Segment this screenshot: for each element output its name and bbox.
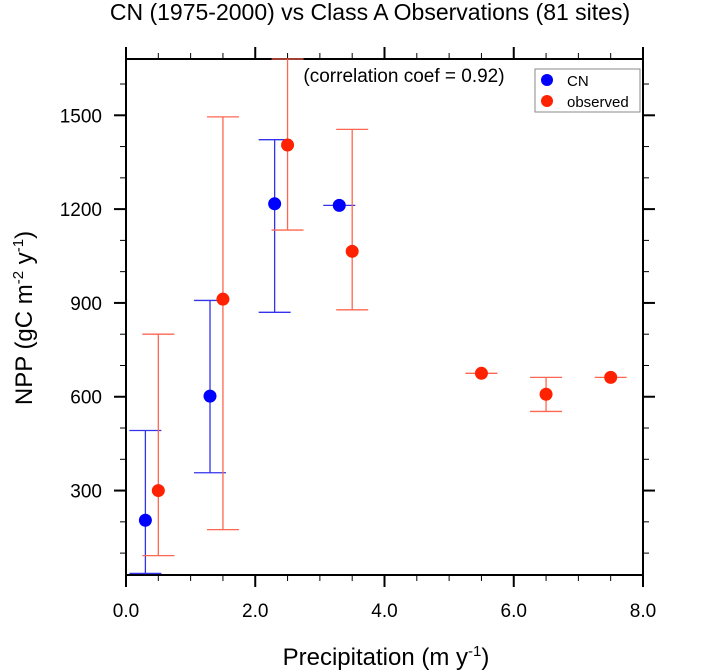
legend-marker-cn: [541, 74, 553, 86]
y-tick-label: 1200: [60, 200, 102, 221]
x-axis-label-sup: -1: [468, 643, 481, 660]
marker: [474, 366, 488, 380]
y-tick-label: 1500: [60, 106, 102, 127]
x-tick-label: 2.0: [242, 601, 268, 622]
plot-frame: [125, 58, 644, 576]
data-point-observed: [142, 333, 175, 557]
marker: [539, 387, 553, 401]
legend-marker-observed: [541, 95, 553, 107]
marker: [281, 138, 295, 152]
data-point-cn: [258, 139, 291, 313]
marker: [216, 292, 230, 306]
legend-label-observed: observed: [567, 94, 629, 111]
y-tick-label: 900: [70, 294, 102, 315]
correlation-annotation: (correlation coef = 0.92): [303, 66, 504, 87]
marker: [151, 484, 165, 498]
plot-marks: [129, 58, 627, 575]
marker: [332, 198, 346, 212]
data-point-observed: [465, 366, 498, 380]
marker: [345, 244, 359, 258]
marker: [138, 513, 152, 527]
data-point-observed: [530, 376, 563, 413]
data-point-cn: [323, 198, 356, 212]
marker: [604, 370, 618, 384]
x-tick-label: 6.0: [501, 601, 527, 622]
y-tick-label: 600: [70, 388, 102, 409]
legend-label-cn: CN: [567, 73, 589, 90]
chart-title: CN (1975-2000) vs Class A Observations (…: [110, 0, 630, 25]
marker: [268, 197, 282, 211]
x-axis-label-end: ): [481, 644, 489, 671]
y-axis-label-sup2: -1: [10, 239, 27, 252]
data-point-cn: [194, 299, 227, 474]
data-point-observed: [271, 58, 304, 231]
y-axis-label-end: ): [11, 231, 38, 239]
data-point-observed: [336, 128, 369, 311]
legend-box: [534, 68, 641, 113]
data-point-observed: [206, 116, 239, 531]
x-tick-label: 4.0: [371, 601, 397, 622]
y-axis-label: NPP (gC m-2 y-1): [10, 231, 38, 405]
marker: [203, 389, 217, 403]
y-axis-label-mid: y: [11, 252, 38, 271]
legend: CN observed: [534, 68, 641, 113]
plot-axes: 0.0 2.0 4.0 6.0 8.0 300 600 900 1200 1500: [60, 47, 656, 622]
x-tick-label: 8.0: [630, 601, 656, 622]
x-tick-label: 0.0: [113, 601, 139, 622]
data-point-observed: [594, 370, 627, 384]
y-axis-label-main: NPP (gC m: [11, 284, 38, 405]
y-tick-label: 300: [70, 482, 102, 503]
data-point-cn: [129, 429, 162, 575]
y-axis-label-sup1: -2: [10, 271, 27, 284]
x-axis-label-main: Precipitation (m y: [283, 644, 468, 671]
x-axis-label: Precipitation (m y-1): [283, 643, 490, 671]
